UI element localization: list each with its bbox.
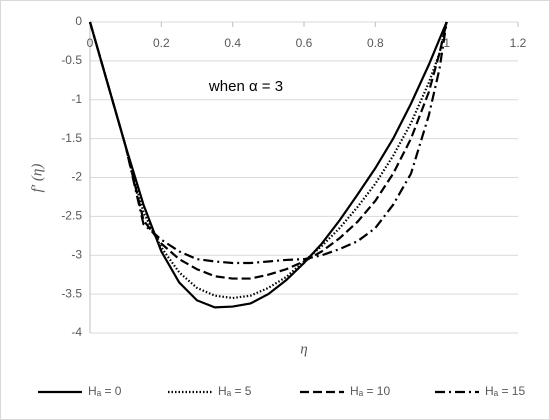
x-axis-label: η <box>300 341 307 357</box>
y-tick-label: -3.5 <box>61 286 82 300</box>
y-tick-label: 0 <box>75 14 82 28</box>
series-line <box>88 21 448 280</box>
series-line <box>88 21 448 300</box>
series-line <box>88 21 448 309</box>
y-tick-label: -0.5 <box>61 53 82 67</box>
y-tick-label: -2 <box>71 170 82 184</box>
x-tick-label: 0.8 <box>367 36 384 50</box>
x-tick-label: 0 <box>87 36 94 50</box>
x-tick-label: 1.2 <box>510 36 527 50</box>
x-tick-label: 0.4 <box>224 36 241 50</box>
y-tick-label: -1.5 <box>61 131 82 145</box>
y-tick-label: -4 <box>71 325 82 339</box>
y-tick-label: -2.5 <box>61 209 82 223</box>
annotation: when α = 3 <box>208 78 283 95</box>
x-tick-label: 0.6 <box>296 36 313 50</box>
legend-label: Hₐ = 15 <box>485 384 525 398</box>
series-line <box>88 21 448 265</box>
legend-label: Hₐ = 0 <box>88 384 122 398</box>
y-tick-label: -3 <box>71 247 82 261</box>
y-axis-label: f′ (η) <box>29 164 45 193</box>
x-tick-label: 1 <box>443 36 450 50</box>
x-tick-label: 0.2 <box>153 36 170 50</box>
legend-label: Hₐ = 5 <box>218 384 252 398</box>
legend-label: Hₐ = 10 <box>350 384 390 398</box>
y-tick-label: -1 <box>71 92 82 106</box>
